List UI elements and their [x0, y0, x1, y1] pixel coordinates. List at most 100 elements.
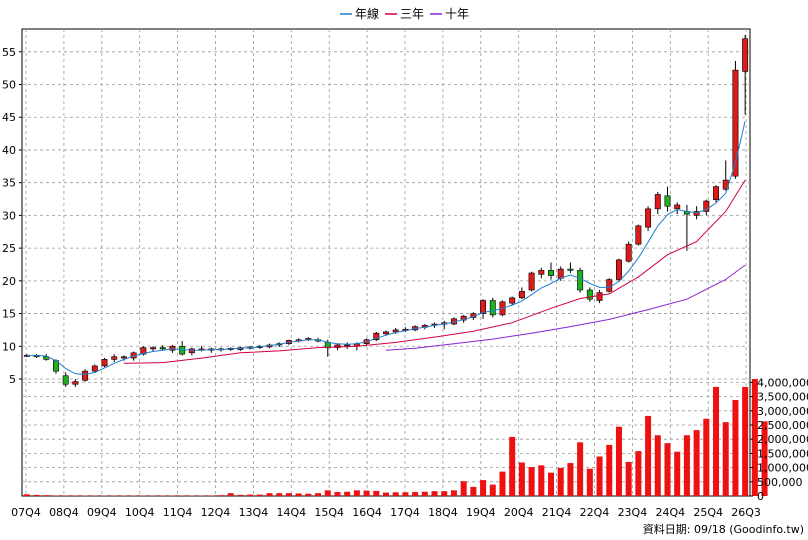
candle-body — [480, 300, 487, 314]
year-line — [26, 121, 746, 375]
volume-bar — [150, 495, 157, 497]
volume-tick-label: 3,500,000 — [757, 391, 808, 404]
candle-body — [91, 365, 98, 372]
candle-body — [674, 204, 681, 210]
volume-bar — [101, 495, 108, 497]
price-tick-label: 35 — [2, 177, 16, 190]
candle-body — [625, 243, 632, 262]
volume-bar — [615, 426, 622, 496]
volume-bar — [596, 456, 603, 496]
volume-tick-label: 2,000,000 — [757, 433, 808, 446]
volume-bar — [23, 494, 30, 496]
volume-bar — [266, 493, 273, 496]
volume-tick-label: 3,000,000 — [757, 405, 808, 418]
legend-label-y10: 十年 — [445, 7, 469, 21]
volume-bar — [509, 436, 516, 496]
candle-body — [72, 381, 79, 385]
candle-body — [732, 69, 739, 177]
volume-bar — [722, 422, 729, 496]
volume-bar — [33, 494, 40, 496]
candle-body — [606, 279, 613, 292]
candle-body — [23, 355, 30, 357]
volume-tick-label: 500,000 — [757, 476, 803, 489]
candle-body — [635, 225, 642, 245]
candle-body — [111, 356, 118, 360]
candle-body — [489, 300, 496, 316]
candle-body — [596, 292, 603, 301]
candle-body — [703, 200, 710, 212]
time-tick-label: 19Q4 — [466, 506, 496, 519]
time-tick-label: 21Q4 — [542, 506, 572, 519]
price-tick-label: 25 — [2, 242, 16, 255]
volume-bar — [460, 481, 467, 496]
legend-label-y3: 三年 — [400, 7, 424, 21]
candle-body — [509, 297, 516, 304]
volume-bar — [761, 421, 768, 496]
volume-bar — [441, 491, 448, 496]
volume-bar — [217, 495, 224, 496]
candle-body — [392, 329, 399, 333]
volume-bar — [421, 491, 428, 496]
candle-body — [383, 331, 389, 335]
volume-bar — [353, 490, 360, 496]
volume-bar — [499, 471, 506, 496]
volume-bar — [91, 495, 98, 497]
time-tick-label: 12Q4 — [201, 506, 231, 519]
volume-bar — [169, 495, 176, 497]
volume-bar — [82, 495, 89, 497]
volume-bar — [674, 451, 681, 496]
volume-bar — [237, 494, 244, 496]
volume-bar — [276, 493, 283, 496]
three-year-line — [123, 179, 746, 364]
price-tick-label: 50 — [2, 79, 16, 92]
volume-bar — [208, 495, 215, 497]
volume-bar — [111, 495, 118, 497]
volume-bar — [480, 480, 487, 496]
volume-bar — [528, 467, 535, 496]
volume-bar — [557, 467, 564, 496]
volume-bar — [683, 435, 690, 496]
volume-tick-label: 1,000,000 — [757, 462, 808, 475]
time-tick-label: 18Q4 — [428, 506, 458, 519]
volume-bar — [567, 463, 574, 496]
candle-body — [654, 194, 661, 210]
candle-body — [577, 270, 584, 291]
price-tick-label: 45 — [2, 111, 16, 124]
candle-body — [664, 195, 671, 207]
volume-bar — [392, 492, 399, 496]
volume-bar — [538, 465, 545, 496]
candle-body — [693, 211, 700, 216]
legend: 年線 三年 十年 — [340, 6, 469, 21]
candle-body — [334, 344, 341, 348]
volume-bar — [247, 494, 254, 496]
volume-bar — [402, 492, 409, 496]
volume-bar — [62, 495, 69, 496]
volume-bar — [548, 472, 555, 496]
candle-body — [43, 356, 50, 360]
volume-bar — [635, 451, 642, 496]
volume-bars — [23, 378, 768, 497]
volume-tick-label: 2,500,000 — [757, 419, 808, 432]
volume-bar — [120, 495, 127, 497]
price-tick-label: 20 — [2, 275, 16, 288]
candle-body — [120, 356, 127, 359]
price-tick-label: 15 — [2, 308, 16, 321]
legend-label-y1: 年線 — [355, 6, 379, 21]
time-tick-label: 22Q4 — [580, 506, 610, 519]
volume-bar — [693, 430, 700, 496]
volume-bar — [159, 495, 166, 497]
volume-bar — [140, 495, 147, 497]
candle-body — [548, 270, 554, 276]
volume-bar — [324, 490, 331, 496]
candle-body — [150, 347, 157, 350]
time-tick-label: 10Q4 — [125, 506, 155, 519]
volume-bar — [285, 493, 292, 496]
candle-body — [615, 259, 622, 280]
volume-bar — [606, 444, 613, 496]
volume-bar — [577, 442, 584, 496]
price-tick-label: 5 — [9, 373, 16, 386]
volume-bar — [412, 492, 419, 496]
candle-body — [538, 270, 545, 275]
candle-body — [344, 344, 351, 347]
